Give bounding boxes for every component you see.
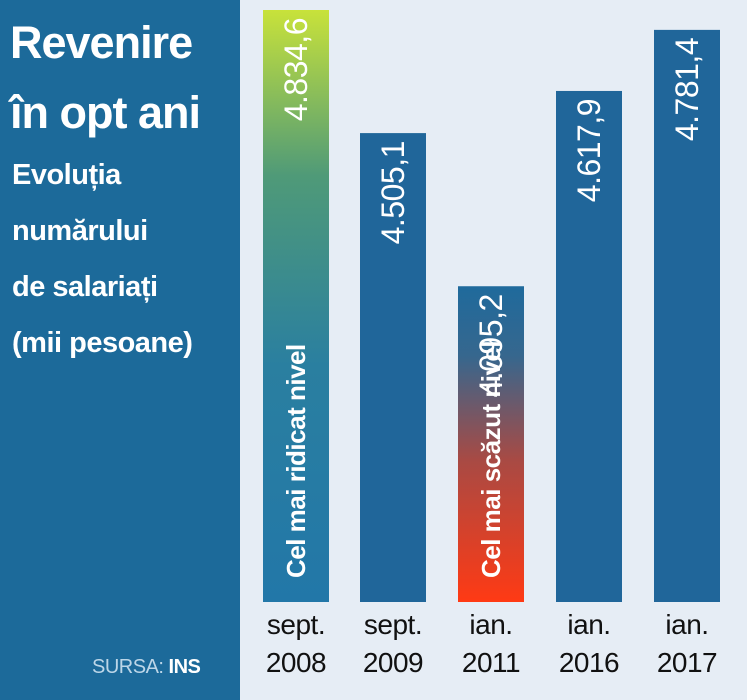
- category-label-line: ian.: [469, 609, 513, 640]
- category-label: sept. 2008: [246, 606, 346, 682]
- value-label: 4.617,9: [571, 99, 607, 202]
- category-label-line: 2016: [558, 647, 620, 678]
- category-label-line: ian.: [567, 609, 611, 640]
- subtitle-line: Evoluția: [12, 159, 121, 191]
- category-label-line: ian.: [665, 609, 709, 640]
- category-label-line: 2017: [656, 647, 718, 678]
- source-label: SURSA:: [92, 656, 164, 678]
- value-label: 4.095,2: [473, 294, 509, 397]
- chart-area: 4.834,6 Cel mai ridicat nivel 4.505,1 4.095…: [240, 0, 747, 700]
- chart-subtitle: Evoluția numărului de salariați (mii pes…: [12, 147, 193, 371]
- bar-sept-2009: [360, 133, 426, 602]
- subtitle-line: de salariați: [12, 271, 158, 303]
- category-label-line: sept.: [266, 609, 326, 640]
- value-label: 4.834,6: [278, 18, 314, 121]
- annotation-label: Cel mai scăzut nivel: [476, 341, 506, 578]
- value-label: 4.781,4: [669, 38, 705, 141]
- subtitle-line: (mii pesoane): [12, 327, 193, 359]
- chart-title: Revenire în opt ani: [10, 8, 201, 148]
- category-label-line: 2009: [362, 647, 424, 678]
- annotation-label: Cel mai ridicat nivel: [281, 344, 311, 578]
- bar-ian-2017: [654, 29, 720, 602]
- category-label-line: sept.: [363, 609, 423, 640]
- category-label: ian. 2016: [539, 606, 639, 682]
- source-value: INS: [168, 656, 201, 678]
- title-panel: Revenire în opt ani Evoluția numărului d…: [0, 0, 240, 700]
- category-label-line: 2008: [265, 647, 327, 678]
- category-label-line: 2011: [461, 647, 521, 678]
- value-label: 4.505,1: [375, 141, 411, 244]
- title-line: Revenire: [10, 17, 193, 68]
- category-label: ian. 2011: [441, 606, 541, 682]
- bar-ian-2016: [556, 90, 622, 602]
- subtitle-line: numărului: [12, 215, 148, 247]
- bar-chart: 4.834,6 Cel mai ridicat nivel 4.505,1 4.095…: [263, 10, 720, 602]
- category-label: sept. 2009: [343, 606, 443, 682]
- bar-sept-2008: [263, 10, 329, 602]
- title-line: în opt ani: [10, 87, 201, 138]
- source-note: SURSA: INS: [92, 656, 201, 679]
- bar-ian-2011: [458, 286, 524, 602]
- category-label: ian. 2017: [637, 606, 737, 682]
